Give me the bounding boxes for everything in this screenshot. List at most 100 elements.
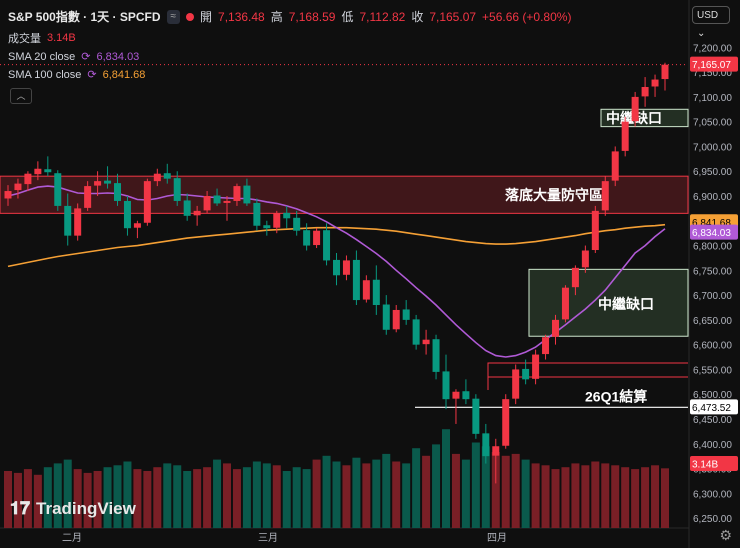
y-tick-label: 6,900.00 [693,192,732,203]
x-tick-label: 二月 [62,532,82,544]
volume-row[interactable]: 成交量 3.14B [8,30,76,46]
y-tick-label: 6,400.00 [693,440,732,451]
volume-bar [312,459,321,528]
volume-bar [621,467,630,528]
candle-body [512,369,520,399]
volume-bar [332,461,341,528]
candle-body [522,368,530,380]
volume-bar [173,465,182,528]
candle-body [44,169,52,173]
volume-bar [412,448,421,528]
symbol-title[interactable]: S&P 500指數 · 1天 · SPCFD [8,10,161,24]
y-tick-label: 7,100.00 [693,93,732,104]
candle-body [492,446,500,456]
close-value: 7,165.07 [429,9,477,24]
volume-bar [282,471,291,528]
candle-body [502,399,510,446]
tradingview-logo: 𝟏𝟕 TradingView [10,498,136,519]
price-tag-label: 3.14B [692,460,718,471]
candle-body [104,180,112,184]
volume-bar [193,469,202,528]
volume-bar [581,465,590,528]
volume-bar [661,468,669,528]
compare-chip[interactable]: ≈ [166,9,180,24]
candle-body [223,200,231,203]
volume-bar [4,471,12,528]
close-label: 收 [411,10,424,24]
candle-body [253,202,261,226]
volume-bar [213,459,222,528]
candle-body [542,337,550,355]
volume-bar [352,457,361,528]
sma100-value: 6,841.68 [102,68,146,81]
candle-body [293,217,301,231]
volume-bar [262,463,271,528]
candle-body [552,319,559,337]
volume-bar [601,463,610,528]
candle-body [462,391,470,400]
volume-bar [372,459,381,528]
annotation-label: 落底大量防守區 [505,187,603,203]
candle-body [362,280,370,300]
candle-body [372,279,380,306]
volume-bar [461,459,470,528]
candle-body [153,173,161,182]
candle-body [24,173,32,185]
annotation-label: 中繼缺口 [598,296,654,312]
volume-bar [113,465,122,528]
volume-bar [402,463,411,528]
candle-body [581,250,589,268]
volume-bar [551,469,560,528]
candle-body [123,200,131,229]
market-status-dot [186,12,194,21]
volume-bar [133,469,142,528]
open-label: 開 [200,10,213,24]
volume-bar [123,461,132,528]
volume-bar [521,459,530,528]
volume-bar [511,453,520,528]
sma20-row[interactable]: SMA 20 close ⟳ 6,834.03 [8,50,139,64]
volume-bar [43,467,52,528]
candle-body [601,181,609,211]
candle-body [452,391,460,399]
volume-bar [53,463,62,528]
volume-label: 成交量 [8,33,41,45]
volume-bar [451,453,460,528]
candle-body [651,79,659,87]
currency-select[interactable]: USD ⌄ [692,6,730,39]
candle-body [571,267,579,288]
chevron-down-icon: ⌄ [697,28,706,39]
gear-icon[interactable]: ⚙ [719,527,732,543]
volume-bar [442,429,450,528]
volume-bar [432,444,441,528]
x-tick-label: 三月 [258,532,278,544]
candle-body [14,183,22,191]
y-tick-label: 7,000.00 [693,142,732,153]
y-tick-label: 6,650.00 [693,316,732,327]
candle-body [203,196,211,211]
gap-line [487,376,688,390]
volume-bar [392,461,401,528]
high-label: 高 [270,10,283,24]
candle-body [303,230,311,246]
candle-body [442,371,450,400]
candle-body [133,223,141,228]
candle-body [233,186,241,201]
volume-bar [272,465,281,528]
price-tag-label: 7,165.07 [692,60,731,71]
candle-body [382,304,390,330]
y-tick-label: 6,800.00 [693,242,732,253]
candle-body [114,183,121,201]
volume-bar [13,472,22,528]
volume-bar [252,461,261,528]
sma100-row[interactable]: SMA 100 close ⟳ 6,841.68 [8,68,146,82]
volume-bar [561,467,570,528]
collapse-legend-button[interactable]: ︿ [10,88,32,104]
volume-bar [203,467,212,528]
y-tick-label: 7,050.00 [693,118,732,129]
volume-bar [611,465,620,528]
candle-body [193,210,201,216]
candle-body [4,191,12,199]
volume-bar [73,469,82,528]
